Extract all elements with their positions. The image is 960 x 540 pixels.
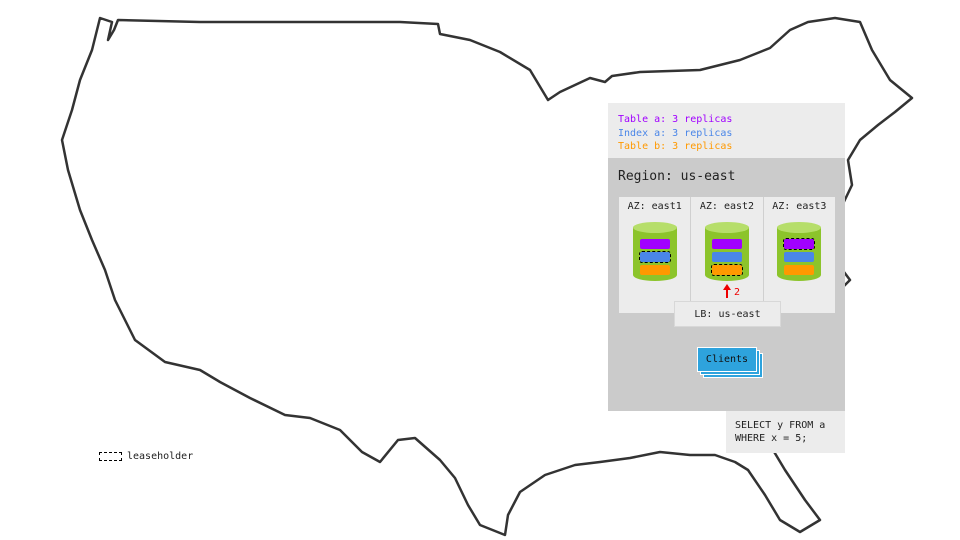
az-label: AZ: east2 [699, 201, 755, 212]
database-node-icon [777, 222, 822, 286]
arrow-head-icon [723, 284, 731, 290]
replica-table-b [639, 265, 670, 275]
dashed-box-icon [99, 452, 122, 461]
az-east2: AZ: east2 [690, 197, 762, 313]
clients: Clients [697, 347, 757, 372]
az-east1: AZ: east1 [619, 197, 690, 313]
replica-table-a-leaseholder [783, 238, 816, 250]
legend-table-b: Table b: 3 replicas [618, 141, 733, 152]
replica-index-a [784, 252, 815, 262]
region-us-east: Region: us-east AZ: east1 AZ: east2 AZ: … [608, 158, 845, 411]
load-balancer: LB: us-east [674, 301, 781, 327]
az-east3: AZ: east3 [762, 197, 835, 313]
sql-query: SELECT y FROM a WHERE x = 5; [726, 411, 845, 453]
az-label: AZ: east1 [627, 201, 682, 212]
replica-legend: Table a: 3 replicas Index a: 3 replicas … [608, 103, 845, 160]
region-title: Region: us-east [618, 169, 736, 184]
database-node-icon [704, 222, 749, 286]
leaseholder-key: leaseholder [99, 451, 193, 462]
request-step-label: 2 [734, 287, 741, 298]
replica-table-b [784, 265, 815, 275]
legend-table-a: Table a: 3 replicas [618, 114, 733, 125]
replica-index-a [711, 252, 742, 262]
request-arrow [726, 286, 728, 298]
replica-table-a [711, 239, 742, 249]
replica-table-b-leaseholder [710, 264, 743, 276]
replica-index-a-leaseholder [638, 251, 671, 263]
leaseholder-key-label: leaseholder [127, 451, 194, 462]
replica-table-a [639, 239, 670, 249]
legend-index-a: Index a: 3 replicas [618, 127, 733, 139]
az-label: AZ: east3 [772, 201, 827, 212]
database-node-icon [632, 222, 677, 286]
